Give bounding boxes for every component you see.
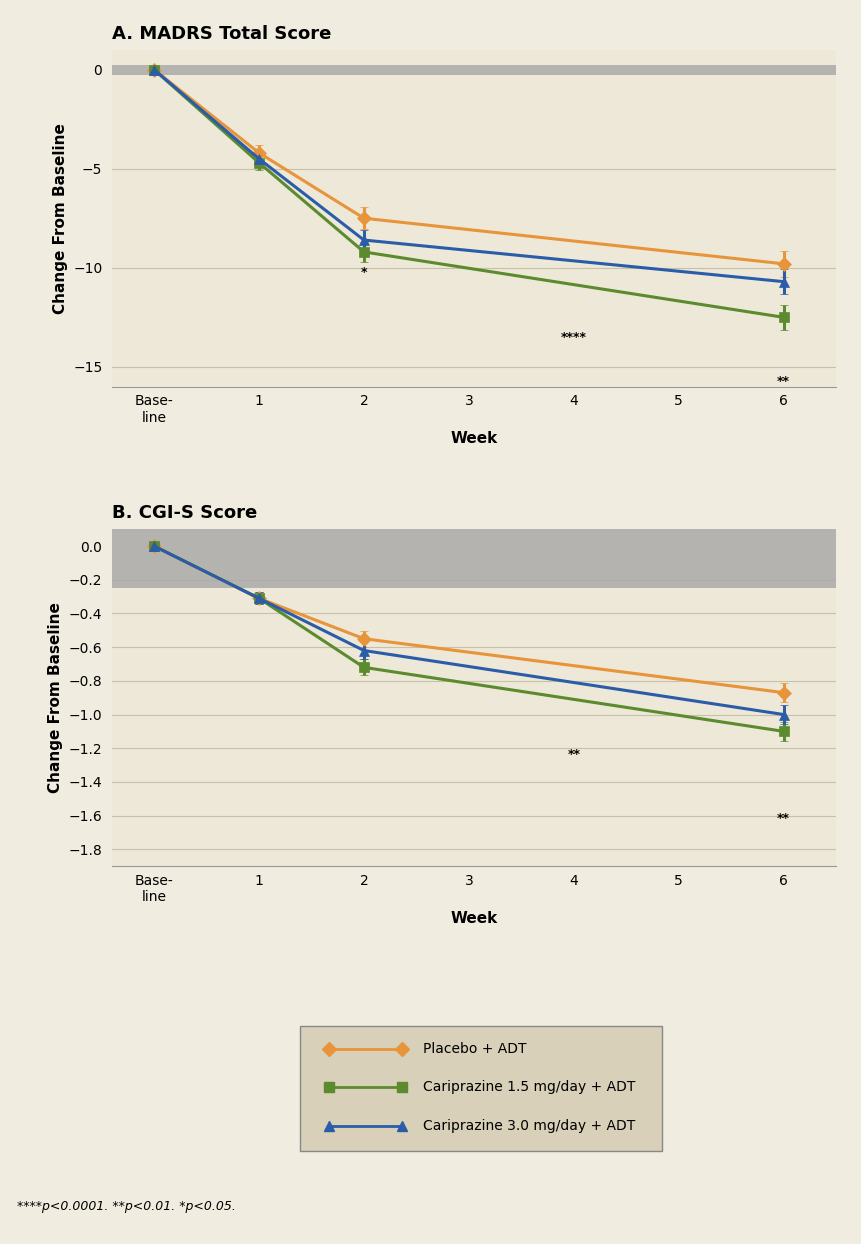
Text: Cariprazine 3.0 mg/day + ADT: Cariprazine 3.0 mg/day + ADT	[423, 1118, 635, 1133]
Y-axis label: Change From Baseline: Change From Baseline	[53, 123, 67, 313]
Text: *: *	[360, 266, 367, 279]
Bar	[112, 504, 835, 588]
X-axis label: Week: Week	[450, 911, 497, 926]
Y-axis label: Change From Baseline: Change From Baseline	[48, 602, 63, 794]
Text: ****: ****	[561, 331, 586, 345]
FancyBboxPatch shape	[300, 1026, 661, 1151]
Bar	[112, 65, 835, 75]
Text: **: **	[777, 374, 790, 388]
Text: Placebo + ADT: Placebo + ADT	[423, 1041, 526, 1056]
Text: Cariprazine 1.5 mg/day + ADT: Cariprazine 1.5 mg/day + ADT	[423, 1080, 635, 1095]
X-axis label: Week: Week	[450, 432, 497, 447]
Text: **: **	[567, 748, 579, 761]
Text: A. MADRS Total Score: A. MADRS Total Score	[112, 25, 331, 42]
Text: ****p<0.0001. **p<0.01. *p<0.05.: ****p<0.0001. **p<0.01. *p<0.05.	[17, 1200, 236, 1213]
Text: B. CGI-S Score: B. CGI-S Score	[112, 504, 257, 522]
Text: **: **	[777, 812, 790, 825]
